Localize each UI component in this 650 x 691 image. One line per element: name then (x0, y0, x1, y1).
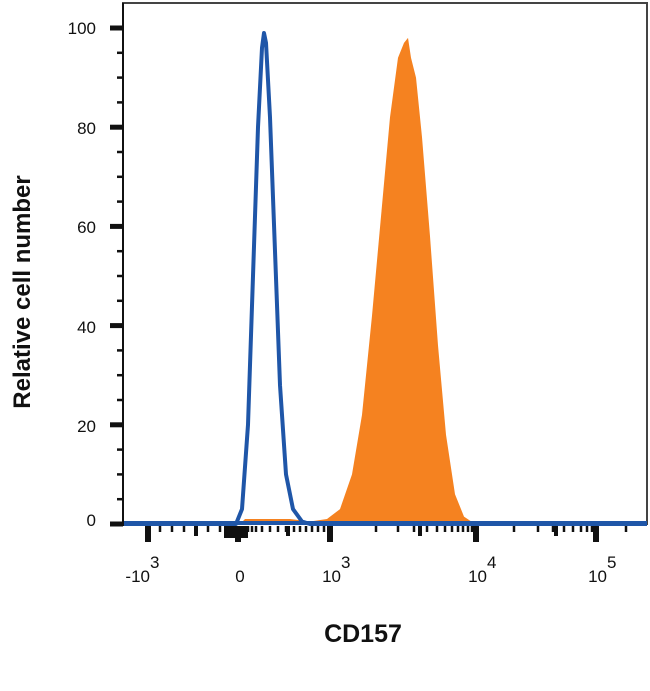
series-layer (123, 31, 647, 526)
x-tick-label-1e3: 10 3 (322, 553, 350, 586)
x-axis-ticks (145, 526, 628, 542)
y-axis-title: Relative cell number (9, 175, 36, 408)
x-tick-label-1e5: 10 5 (588, 553, 616, 586)
x-tick-label-zero: 0 (235, 567, 244, 586)
isotype-histogram-line (123, 31, 647, 526)
y-tick-label-80: 80 (77, 119, 96, 138)
x-tick-label-neg-1e3: -10 3 (125, 553, 159, 586)
svg-text:3: 3 (341, 553, 350, 572)
x-axis-title: CD157 (324, 620, 402, 648)
y-axis-ticks (110, 25, 123, 527)
y-tick-label-60: 60 (77, 218, 96, 237)
stained-histogram-area (240, 37, 475, 525)
svg-text:10: 10 (322, 567, 341, 586)
svg-text:0: 0 (235, 567, 244, 586)
svg-text:4: 4 (487, 553, 496, 572)
x-tick-label-1e4: 10 4 (468, 553, 496, 586)
y-tick-label-20: 20 (77, 417, 96, 436)
y-tick-label-0: 0 (87, 511, 96, 530)
y-tick-label-100: 100 (68, 19, 96, 38)
svg-text:3: 3 (150, 553, 159, 572)
svg-text:10: 10 (588, 567, 607, 586)
svg-text:-10: -10 (125, 567, 150, 586)
svg-text:10: 10 (468, 567, 487, 586)
svg-text:5: 5 (607, 553, 616, 572)
y-tick-label-40: 40 (77, 318, 96, 337)
